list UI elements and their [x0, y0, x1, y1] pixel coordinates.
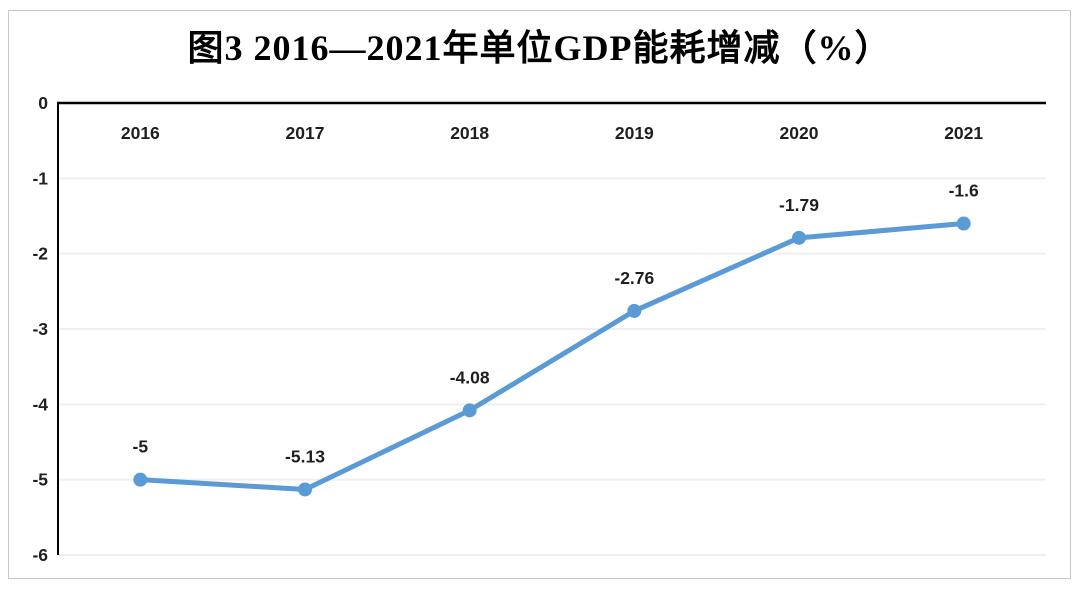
y-tick-label: -3 [32, 319, 48, 339]
y-tick-label: -2 [32, 244, 48, 264]
y-tick-label: -4 [32, 394, 48, 414]
data-point-marker [627, 303, 642, 318]
data-point-marker [462, 403, 477, 418]
x-category-label: 2016 [121, 123, 160, 143]
data-point-marker [956, 216, 971, 231]
series-line [137, 221, 967, 492]
x-category-label: 2017 [286, 123, 325, 143]
x-category-label: 2019 [615, 123, 654, 143]
data-point-label: -5 [133, 437, 149, 457]
data-point-label: -1.79 [779, 195, 819, 215]
x-category-label: 2021 [944, 123, 983, 143]
data-point-marker [133, 472, 148, 487]
chart-title: 图3 2016—2021年单位GDP能耗增减（%） [187, 28, 892, 68]
y-tick-label: 0 [38, 93, 48, 113]
x-category-label: 2020 [780, 123, 819, 143]
data-point-label: -5.13 [285, 446, 325, 466]
data-point-label: -1.6 [949, 181, 979, 201]
data-point-label: -2.76 [614, 268, 654, 288]
data-point-marker [792, 230, 806, 245]
x-category-label: 2018 [450, 123, 489, 143]
y-tick-label: -6 [32, 545, 48, 565]
data-point-label: -4.08 [450, 367, 490, 387]
data-point-marker [298, 482, 312, 497]
y-tick-label: -1 [32, 168, 48, 188]
y-tick-label: -5 [32, 470, 48, 490]
